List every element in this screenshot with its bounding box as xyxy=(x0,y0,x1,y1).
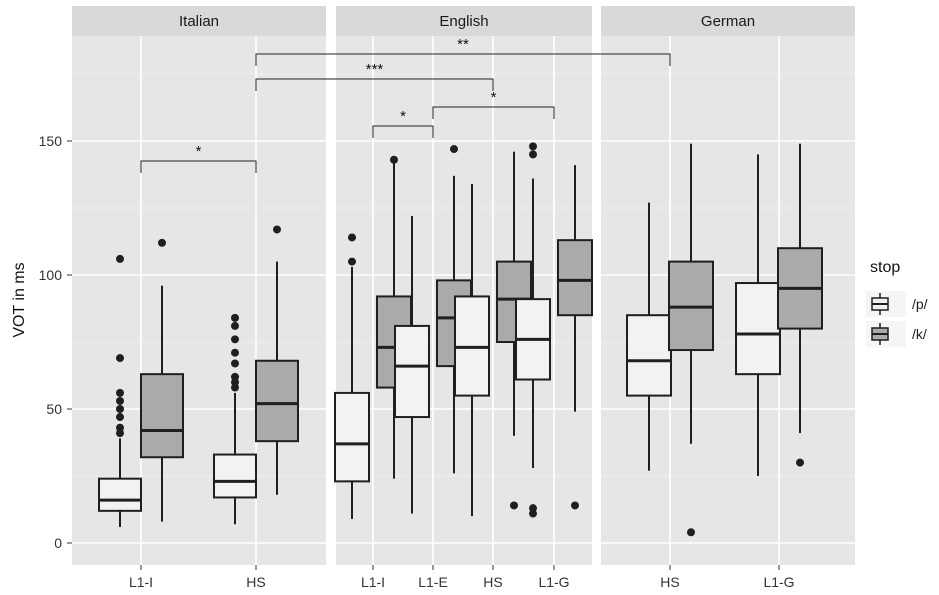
outlier-point xyxy=(510,501,518,510)
outlier-point xyxy=(116,388,124,397)
x-tick-label: L1-I xyxy=(129,574,153,590)
facet-label-1: English xyxy=(439,13,488,30)
facet-strip-2 xyxy=(601,6,855,36)
outlier-point xyxy=(231,313,239,322)
facet-strip-0 xyxy=(72,6,326,36)
outlier-point xyxy=(231,321,239,330)
facet-label-2: German xyxy=(701,13,755,30)
significance-label: * xyxy=(491,89,497,106)
facet-panel-0 xyxy=(72,36,326,565)
significance-label: * xyxy=(196,143,202,160)
outlier-point xyxy=(158,238,166,247)
outlier-point xyxy=(796,458,804,467)
outlier-point xyxy=(687,528,695,537)
y-axis-title: VOT in ms xyxy=(11,262,28,337)
x-tick-label: L1-I xyxy=(361,574,385,590)
box-L1-G-p xyxy=(735,282,781,376)
outlier-point xyxy=(273,225,281,234)
outlier-point xyxy=(529,142,537,151)
outlier-point xyxy=(116,413,124,422)
significance-bracket xyxy=(255,53,671,66)
x-tick-label: L1-G xyxy=(763,574,794,590)
box-L1-I-p xyxy=(334,391,370,483)
x-tick-label: L1-E xyxy=(418,574,448,590)
outlier-point xyxy=(231,359,239,368)
significance-bracket xyxy=(140,160,257,173)
x-tick-label: HS xyxy=(660,574,679,590)
outlier-point xyxy=(231,348,239,357)
outlier-point xyxy=(116,396,124,405)
box-HS-p xyxy=(213,453,257,499)
legend-title: stop xyxy=(870,259,900,276)
box-L1-G-k xyxy=(557,239,593,317)
outlier-point xyxy=(348,257,356,266)
box-HS-k xyxy=(255,359,299,443)
significance-bracket xyxy=(432,106,555,119)
outlier-point xyxy=(348,233,356,242)
outlier-point xyxy=(116,354,124,363)
outlier-point xyxy=(390,155,398,164)
outlier-point xyxy=(231,335,239,344)
x-tick-label: HS xyxy=(483,574,502,590)
y-tick-label: 150 xyxy=(39,133,63,149)
legend-label-1: /k/ xyxy=(912,326,927,342)
box-L1-I-k xyxy=(140,373,184,459)
outlier-point xyxy=(450,145,458,154)
legend-label-0: /p/ xyxy=(912,296,928,312)
outlier-point xyxy=(116,423,124,432)
outlier-point xyxy=(529,150,537,159)
outlier-point xyxy=(571,501,579,510)
outlier-point xyxy=(231,372,239,381)
x-tick-label: L1-G xyxy=(538,574,569,590)
significance-label: ** xyxy=(457,36,469,53)
box-L1-E-p xyxy=(394,324,430,419)
outlier-point xyxy=(116,405,124,413)
facet-label-0: Italian xyxy=(179,13,219,30)
outlier-point xyxy=(116,254,124,263)
x-tick-label: HS xyxy=(246,574,265,590)
significance-bracket xyxy=(255,78,494,91)
significance-label: * xyxy=(400,108,406,125)
significance-label: *** xyxy=(366,61,384,78)
outlier-point xyxy=(529,504,537,513)
y-tick-label: 50 xyxy=(46,401,62,417)
box-HS-p xyxy=(626,314,672,397)
facet-strip-1 xyxy=(336,6,592,36)
box-L1-I-p xyxy=(98,477,142,512)
significance-bracket xyxy=(372,125,434,138)
y-tick-label: 0 xyxy=(54,535,62,551)
y-tick-label: 100 xyxy=(39,267,63,283)
